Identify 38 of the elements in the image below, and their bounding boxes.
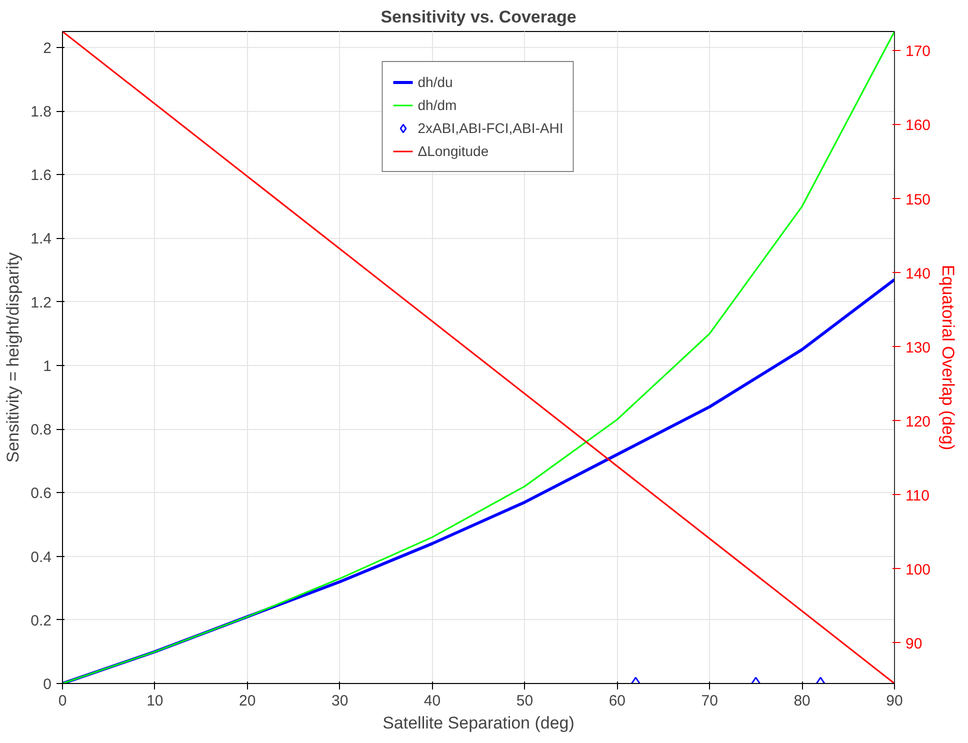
y-tick-label: 0 bbox=[43, 676, 52, 693]
y2-tick-label: 120 bbox=[906, 413, 931, 430]
y-tick-label: 0.6 bbox=[30, 485, 52, 502]
x-axis-title: Satellite Separation (deg) bbox=[382, 714, 574, 732]
y2-tick-label: 160 bbox=[906, 117, 931, 134]
y2-tick-label: 100 bbox=[906, 561, 931, 578]
x-tick-label: 80 bbox=[794, 692, 810, 710]
y-tick-label: 0.4 bbox=[30, 548, 52, 566]
y-tick-label: 1.6 bbox=[30, 167, 52, 184]
y2-tick-label: 130 bbox=[906, 339, 931, 356]
x-tick-label: 40 bbox=[424, 692, 441, 710]
y2-tick-label: 170 bbox=[906, 43, 931, 60]
y-tick-label: 1 bbox=[43, 358, 52, 375]
x-tick-label: 60 bbox=[608, 692, 626, 710]
y-tick-label: 0.8 bbox=[30, 422, 52, 439]
x-tick-label: 0 bbox=[58, 692, 67, 710]
y2-tick-label: 90 bbox=[906, 635, 922, 652]
y2-tick-label: 140 bbox=[906, 265, 931, 282]
y-tick-label: 1.4 bbox=[30, 230, 52, 248]
legend-label: 2xABI,ABI-FCI,ABI-AHI bbox=[418, 120, 564, 136]
x-tick-label: 30 bbox=[331, 692, 348, 710]
y-axis-title: Sensitivity = height/disparity bbox=[4, 252, 23, 463]
x-tick-label: 20 bbox=[239, 692, 256, 710]
x-tick-label: 90 bbox=[886, 692, 903, 710]
y-tick-label: 2 bbox=[43, 40, 52, 57]
x-tick-label: 10 bbox=[146, 692, 164, 710]
y-tick-label: 1.2 bbox=[30, 294, 52, 312]
chart-title: Sensitivity vs. Coverage bbox=[380, 8, 576, 26]
legend-label: dh/du bbox=[418, 74, 453, 90]
y-tick-label: 0.2 bbox=[30, 612, 52, 630]
y2-tick-label: 150 bbox=[906, 191, 931, 208]
y2-tick-label: 110 bbox=[906, 487, 930, 504]
x-tick-label: 70 bbox=[701, 692, 718, 710]
y-tick-label: 1.8 bbox=[30, 104, 52, 121]
x-tick-label: 50 bbox=[516, 692, 534, 710]
legend-label: ΔLongitude bbox=[418, 143, 489, 159]
legend-label: dh/dm bbox=[418, 97, 457, 113]
y2-axis-title: Equatorial Overlap (deg) bbox=[938, 264, 958, 450]
